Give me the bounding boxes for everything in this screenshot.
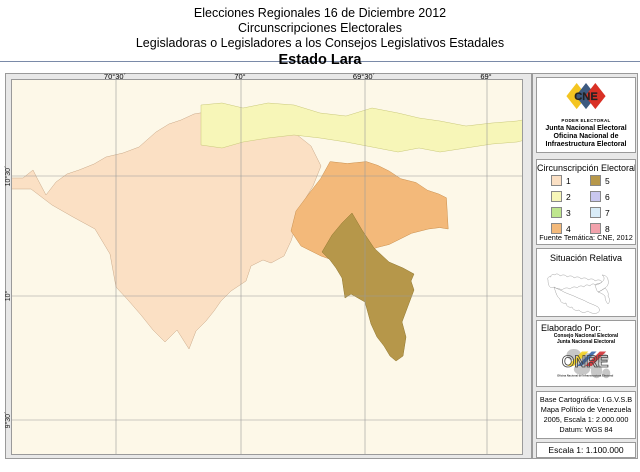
svg-text:CNE: CNE [574,91,598,103]
svg-text:ONRE: ONRE [562,353,609,371]
svg-text:Oficina Nacional de Infraestru: Oficina Nacional de Infraestructura Elec… [557,374,613,378]
